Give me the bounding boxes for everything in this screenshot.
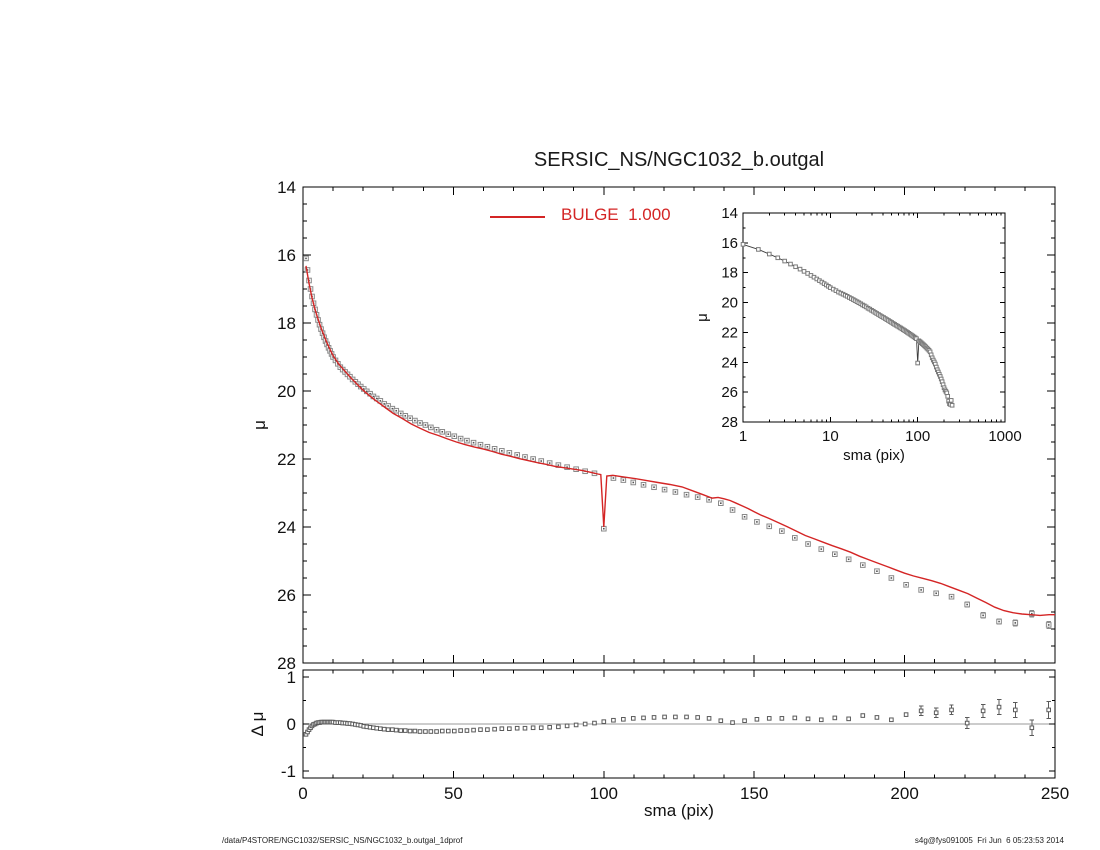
svg-text:14: 14	[277, 178, 296, 197]
svg-text:-1: -1	[281, 762, 296, 781]
svg-text:26: 26	[721, 384, 738, 401]
residual-points	[303, 699, 1051, 737]
svg-text:24: 24	[721, 354, 738, 371]
svg-text:0: 0	[298, 784, 307, 803]
main-model-line	[305, 265, 1055, 617]
svg-text:22: 22	[277, 450, 296, 469]
svg-text:1000: 1000	[988, 428, 1021, 445]
svg-text:16: 16	[277, 246, 296, 265]
svg-text:100: 100	[905, 428, 930, 445]
legend-label: BULGE 1.000	[561, 205, 671, 224]
svg-text:14: 14	[721, 205, 738, 222]
svg-text:24: 24	[277, 518, 296, 537]
svg-text:μ: μ	[250, 420, 269, 430]
bulge-model-line	[305, 265, 1055, 617]
chart-title: SERSIC_NS/NGC1032_b.outgal	[533, 149, 825, 171]
svg-text:28: 28	[721, 414, 738, 431]
svg-text:18: 18	[721, 265, 738, 282]
svg-text:250: 250	[1041, 784, 1069, 803]
inset-log-panel: 1 10 100 1000 14 16 18 20 22 24 26 28 sma (pix) μ	[694, 205, 1022, 464]
svg-text:20: 20	[721, 295, 738, 312]
svg-text:26: 26	[277, 586, 296, 605]
svg-text:sma (pix): sma (pix)	[644, 801, 714, 820]
footer-path-text: /data/P4STORE/NGC1032/SERSIC_NS/NGC1032_…	[222, 836, 463, 845]
svg-text:28: 28	[277, 654, 296, 673]
svg-text:1: 1	[739, 428, 747, 445]
svg-text:20: 20	[277, 382, 296, 401]
footer-user-timestamp-text: s4g@fys091005 Fri Jun 6 05:23:53 2014	[914, 836, 1064, 845]
svg-text:0: 0	[287, 715, 296, 734]
svg-text:18: 18	[277, 314, 296, 333]
svg-text:μ: μ	[694, 313, 711, 322]
inset-observed-points	[740, 242, 955, 408]
svg-text:1: 1	[287, 668, 296, 687]
svg-text:22: 22	[721, 324, 738, 341]
svg-text:sma (pix): sma (pix)	[843, 447, 905, 464]
svg-text:150: 150	[740, 784, 768, 803]
main-plot-panel: 14 16 18 20 22 24 26 28 μ	[250, 178, 1056, 673]
legend-line-swatch	[490, 216, 545, 218]
svg-text:50: 50	[444, 784, 463, 803]
svg-text:100: 100	[590, 784, 618, 803]
svg-text:Δ μ: Δ μ	[248, 712, 267, 737]
svg-text:16: 16	[721, 235, 738, 252]
svg-text:200: 200	[890, 784, 918, 803]
svg-text:10: 10	[822, 428, 839, 445]
